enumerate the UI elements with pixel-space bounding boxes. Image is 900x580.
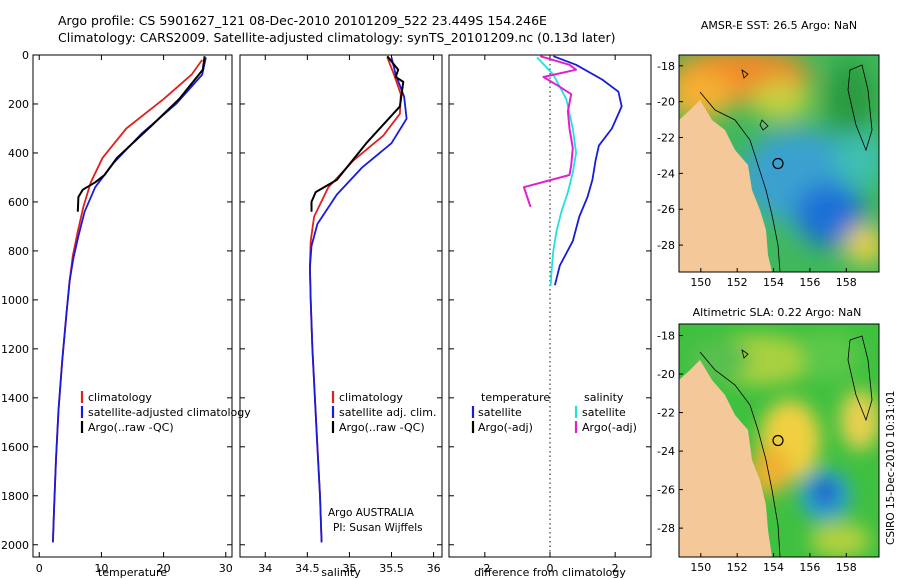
map-x-tick-label: 154 xyxy=(763,561,784,574)
map-x-tick-label: 152 xyxy=(727,276,748,289)
y-tick-label: 1600 xyxy=(1,441,29,454)
sla-map: Altimetric SLA: 0.22 Argo: NaN 150 152 154… xyxy=(657,306,880,574)
legend-label: satellite adj. clim. xyxy=(339,406,436,419)
map-y-tick-label: -18 xyxy=(657,60,675,73)
x-tick-label: 30 xyxy=(219,562,233,575)
map-x-tick-label: 158 xyxy=(836,561,857,574)
x-tick-label: 2 xyxy=(612,562,619,575)
y-tick-label: 800 xyxy=(8,245,29,258)
series-line-3 xyxy=(522,55,578,208)
credit-text: Argo AUSTRALIA xyxy=(328,507,415,519)
map-y-tick-label: -24 xyxy=(657,167,675,180)
y-tick-label: 1200 xyxy=(1,343,29,356)
y-tick-label: 2000 xyxy=(1,539,29,552)
map-x-tick-label: 156 xyxy=(799,561,820,574)
pi-text: PI: Susan Wijffels xyxy=(333,522,423,534)
header-line1: Argo profile: CS 5901627_121 08-Dec-2010… xyxy=(58,13,547,28)
map-y-tick-label: -18 xyxy=(657,330,675,343)
map-y-tick-label: -24 xyxy=(657,445,675,458)
y-tick-label: 600 xyxy=(8,196,29,209)
map-y-tick-label: -22 xyxy=(657,407,675,420)
legend-label: Argo(-adj) xyxy=(478,421,533,434)
series-line-0 xyxy=(552,55,623,286)
map-x-tick-label: 152 xyxy=(727,561,748,574)
sst-map-title: AMSR-E SST: 26.5 Argo: NaN xyxy=(701,19,857,32)
map-y-tick-label: -26 xyxy=(657,484,675,497)
plot-frame xyxy=(448,54,652,558)
legend-label: satellite xyxy=(582,406,626,419)
profile-location-marker xyxy=(772,157,784,170)
series-line-2 xyxy=(310,55,405,212)
series-line-1 xyxy=(308,57,408,543)
legend-label: satellite xyxy=(478,406,522,419)
legend-label: satellite-adjusted climatology xyxy=(88,406,251,419)
map-y-tick-label: -28 xyxy=(657,522,675,535)
map-y-tick-label: -28 xyxy=(657,239,675,252)
map-y-tick-label: -26 xyxy=(657,203,675,216)
y-tick-label: 1000 xyxy=(1,294,29,307)
series-line-0 xyxy=(308,57,402,543)
y-tick-label: 1400 xyxy=(1,392,29,405)
x-tick-label: 35.5 xyxy=(379,562,404,575)
x-tick-label: 36 xyxy=(427,562,441,575)
land-mass xyxy=(679,100,772,272)
map-x-tick-label: 150 xyxy=(690,276,711,289)
sla-map-title: Altimetric SLA: 0.22 Argo: NaN xyxy=(693,306,862,319)
x-tick-label: 35 xyxy=(342,562,356,575)
x-tick-label: 0 xyxy=(36,562,43,575)
legend-label: Argo(-adj) xyxy=(582,421,637,434)
legend-group-label: temperature xyxy=(481,391,550,404)
legend-label: Argo(..raw -QC) xyxy=(88,421,174,434)
map-y-tick-label: -20 xyxy=(657,96,675,109)
map-x-tick-label: 154 xyxy=(763,276,784,289)
legend-group-label: salinity xyxy=(584,391,624,404)
map-x-tick-label: 156 xyxy=(799,276,820,289)
profile-location-marker xyxy=(772,434,784,447)
y-tick-label: 0 xyxy=(22,49,29,62)
x-tick-label: 34 xyxy=(258,562,272,575)
y-tick-label: 1800 xyxy=(1,490,29,503)
map-x-tick-label: 158 xyxy=(836,276,857,289)
header-line2: Climatology: CARS2009. Satellite-adjuste… xyxy=(58,30,615,45)
temperature-panel: 0 10 20 30 0 200 400 600 800 1000 1200 1400 1600 1800… xyxy=(1,49,251,579)
plot-frame xyxy=(239,54,443,558)
series-line-2 xyxy=(76,56,206,212)
x-tick-label: 34.5 xyxy=(295,562,320,575)
plot-frame xyxy=(32,54,233,558)
series-line-0 xyxy=(52,59,203,543)
land-mass xyxy=(679,360,772,557)
x-axis-label: difference from climatology xyxy=(474,566,626,579)
y-tick-label: 200 xyxy=(8,98,29,111)
x-tick-label: 0 xyxy=(547,562,554,575)
series-line-2 xyxy=(536,56,577,286)
salinity-panel: 34 34.5 35 35.5 36 salinity climatology satelli… xyxy=(239,54,443,579)
sst-map: AMSR-E SST: 26.5 Argo: NaN 150 152 154 156 1… xyxy=(657,19,880,289)
legend-label: climatology xyxy=(88,391,152,404)
y-tick-label: 400 xyxy=(8,147,29,160)
x-tick-label: -2 xyxy=(479,562,490,575)
map-y-tick-label: -20 xyxy=(657,368,675,381)
series-line-1 xyxy=(52,57,207,543)
x-axis-label: salinity xyxy=(321,566,361,579)
legend-label: climatology xyxy=(339,391,403,404)
map-y-tick-label: -22 xyxy=(657,131,675,144)
map-x-tick-label: 150 xyxy=(690,561,711,574)
x-tick-label: 20 xyxy=(157,562,171,575)
x-axis-label: temperature xyxy=(98,566,167,579)
legend-label: Argo(..raw -QC) xyxy=(339,421,425,434)
x-tick-label: 10 xyxy=(94,562,108,575)
timestamp: CSIRO 15-Dec-2010 10:31:01 xyxy=(885,391,897,545)
